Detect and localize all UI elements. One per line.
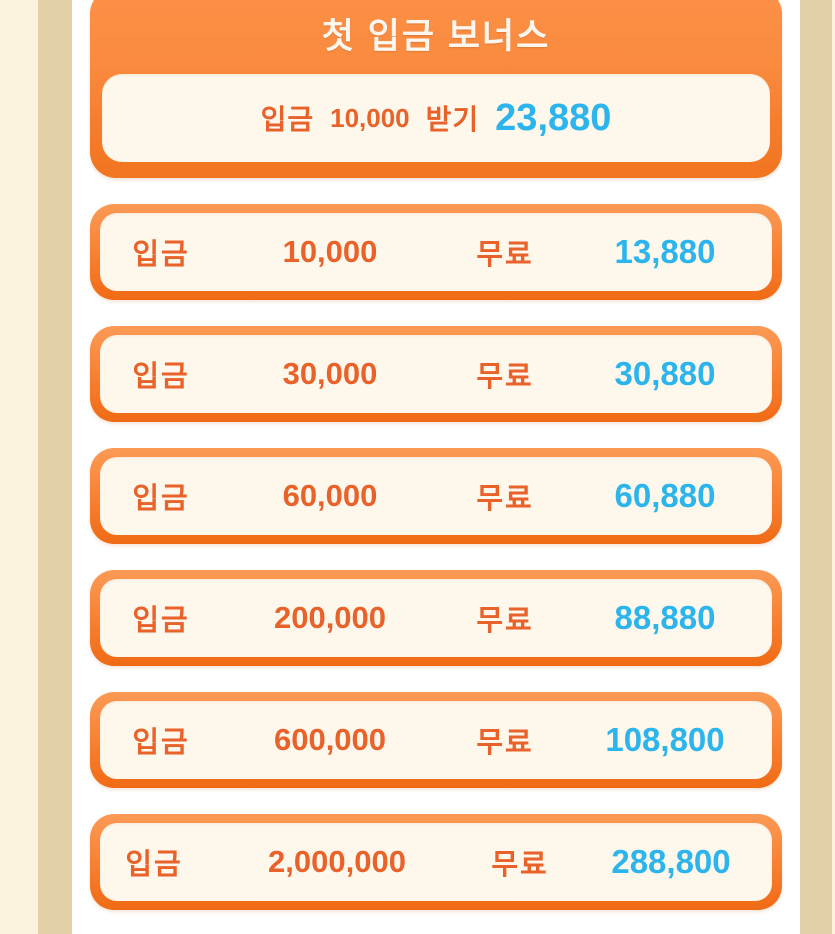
tier-free-label: 무료 bbox=[476, 239, 534, 271]
tier-bonus-amount: 288,800 bbox=[611, 843, 731, 880]
right-gutter-strip bbox=[798, 0, 832, 934]
tier-row-body: 입금 200,000 무료 88,880 bbox=[100, 579, 772, 657]
tier-deposit-amount: 2,000,000 bbox=[268, 844, 406, 879]
tier-row-body: 입금 30,000 무료 30,880 bbox=[100, 335, 772, 413]
content-column: 첫 입금 보너스 입금 10,000 받기 23,880 입금 10,000 무… bbox=[72, 0, 800, 934]
tier-deposit-amount: 30,000 bbox=[282, 356, 378, 391]
tier-deposit-amount: 10,000 bbox=[282, 234, 378, 269]
tier-deposit-label: 입금 bbox=[125, 849, 183, 881]
tier-deposit-label: 입금 bbox=[132, 361, 190, 393]
tier-deposit-amount: 60,000 bbox=[282, 478, 378, 513]
tier-bonus-amount: 60,880 bbox=[614, 477, 716, 514]
tier-row[interactable]: 입금 30,000 무료 30,880 bbox=[90, 326, 782, 422]
tier-free-label: 무료 bbox=[491, 849, 549, 881]
tier-row[interactable]: 입금 600,000 무료 108,800 bbox=[90, 692, 782, 788]
left-gutter-strip bbox=[38, 0, 72, 934]
tier-bonus-amount: 108,800 bbox=[605, 721, 725, 758]
tier-bonus-amount: 88,880 bbox=[614, 599, 716, 636]
tier-free-label: 무료 bbox=[476, 727, 534, 759]
featured-deposit-amount: 10,000 bbox=[330, 102, 410, 133]
tier-free-label: 무료 bbox=[476, 361, 534, 393]
featured-deposit-label: 입금 bbox=[260, 104, 315, 135]
tier-row-body: 입금 60,000 무료 60,880 bbox=[100, 457, 772, 535]
tier-free-label: 무료 bbox=[476, 605, 534, 637]
tier-row-body: 입금 10,000 무료 13,880 bbox=[100, 213, 772, 291]
tier-row-body: 입금 2,000,000 무료 288,800 bbox=[100, 823, 772, 901]
tier-deposit-label: 입금 bbox=[132, 605, 190, 637]
tier-bonus-amount: 30,880 bbox=[614, 355, 716, 392]
tier-deposit-label: 입금 bbox=[132, 239, 190, 271]
featured-bonus-amount: 23,880 bbox=[495, 96, 612, 139]
first-deposit-bonus-header-card[interactable]: 첫 입금 보너스 입금 10,000 받기 23,880 bbox=[90, 0, 782, 178]
tier-deposit-amount: 200,000 bbox=[273, 600, 387, 635]
featured-claim-label: 받기 bbox=[425, 104, 480, 135]
featured-bonus-claim-row[interactable]: 입금 10,000 받기 23,880 bbox=[102, 74, 770, 162]
tier-bonus-amount: 13,880 bbox=[614, 233, 716, 270]
tier-deposit-label: 입금 bbox=[132, 483, 190, 515]
tier-row[interactable]: 입금 200,000 무료 88,880 bbox=[90, 570, 782, 666]
tier-row-body: 입금 600,000 무료 108,800 bbox=[100, 701, 772, 779]
tier-free-label: 무료 bbox=[476, 483, 534, 515]
tier-row[interactable]: 입금 2,000,000 무료 288,800 bbox=[90, 814, 782, 910]
page-title: 첫 입금 보너스 bbox=[321, 17, 551, 56]
tier-row[interactable]: 입금 60,000 무료 60,880 bbox=[90, 448, 782, 544]
tier-deposit-label: 입금 bbox=[132, 727, 190, 759]
deposit-bonus-promo-list: 첫 입금 보너스 입금 10,000 받기 23,880 입금 10,000 무… bbox=[90, 0, 782, 910]
tier-row[interactable]: 입금 10,000 무료 13,880 bbox=[90, 204, 782, 300]
tier-deposit-amount: 600,000 bbox=[273, 722, 387, 757]
